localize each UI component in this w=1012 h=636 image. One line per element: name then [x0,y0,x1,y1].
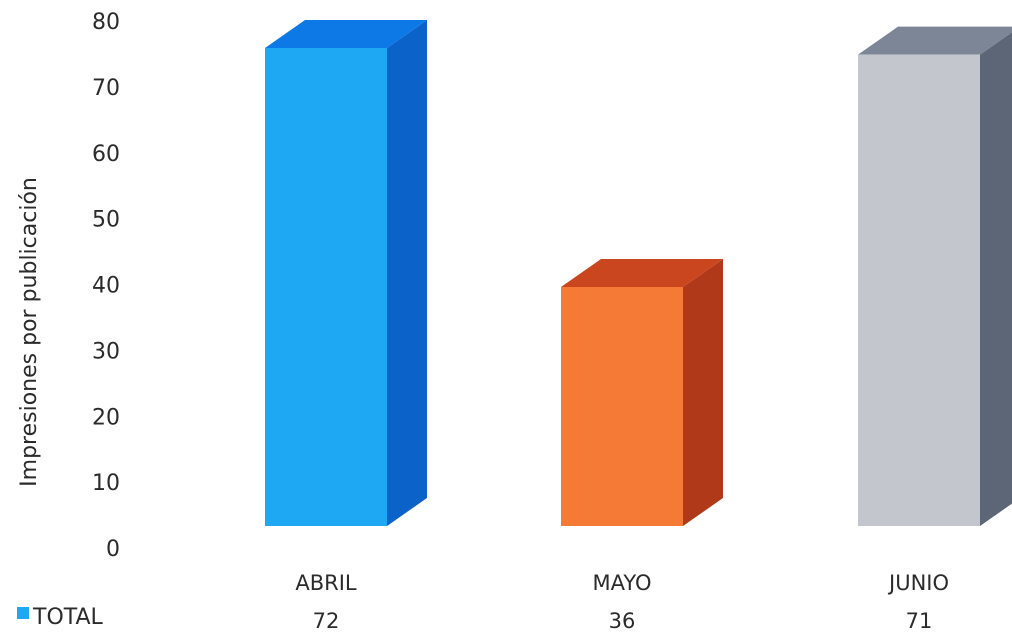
y-tick-label: 50 [92,208,120,233]
y-axis-ticks: 0 10 20 30 40 50 60 70 80 [92,10,120,562]
y-tick-label: 10 [92,471,120,496]
bar-front [858,54,980,527]
y-tick-label: 0 [106,537,120,562]
y-tick-label: 60 [92,142,120,167]
category-labels: ABRIL MAYO JUNIO [295,571,949,595]
value-label: 72 [313,609,340,633]
value-labels: 72 36 71 [313,609,933,633]
bar-top [561,259,723,287]
bar-front [561,287,683,526]
bar-side [387,20,427,526]
legend: TOTAL [17,605,104,630]
bar-mayo [561,259,723,526]
bar-front [265,48,387,526]
bar-side [683,259,723,526]
legend-swatch [17,607,29,619]
value-label: 71 [906,609,933,633]
y-tick-label: 20 [92,405,120,430]
y-tick-label: 80 [92,10,120,35]
y-tick-label: 70 [92,76,120,101]
bar-top [265,20,427,48]
bar-junio [858,26,1012,527]
bar-top [858,26,1012,55]
y-axis-label: Impresiones por publicación [17,177,42,487]
bar-side [980,32,1012,526]
value-label: 36 [609,609,636,633]
y-tick-label: 40 [92,274,120,299]
legend-label: TOTAL [32,605,104,630]
bars [265,20,1012,527]
category-label: ABRIL [295,571,357,595]
y-tick-label: 30 [92,339,120,364]
category-label: JUNIO [887,571,949,595]
category-label: MAYO [592,571,651,595]
bar-abril [265,20,427,526]
